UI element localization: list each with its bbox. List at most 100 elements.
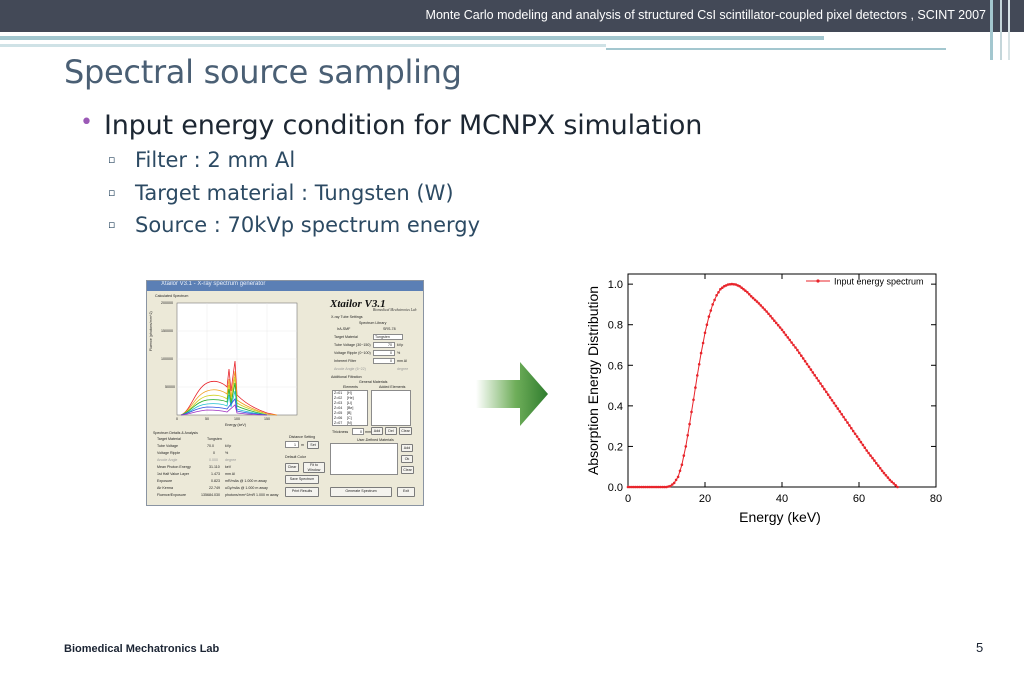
data-point [848, 424, 851, 427]
data-point [842, 415, 845, 419]
data-point [709, 309, 713, 312]
x-axis-label: Energy (keV) [739, 509, 821, 525]
data-point [875, 461, 878, 465]
data-point [674, 478, 678, 482]
data-point [644, 485, 647, 489]
inherent-filter-input[interactable]: 0 [373, 358, 395, 364]
data-point [692, 398, 695, 402]
radio-irasmf[interactable]: IrA-SMF [337, 327, 351, 331]
set-distance-button[interactable]: Set [307, 441, 319, 449]
element-symbol: [N] [347, 421, 352, 425]
data-point [757, 302, 761, 305]
plot-x-tick: 150 [264, 417, 270, 421]
detail-label: Target Material [157, 437, 181, 441]
added-elements-list[interactable] [371, 390, 411, 426]
data-point [774, 321, 778, 325]
add-element-button[interactable]: Add [371, 427, 383, 435]
data-point [634, 485, 637, 489]
data-point [738, 284, 741, 288]
voltage-input[interactable]: 70 [373, 342, 395, 348]
exit-button[interactable]: Exit [397, 487, 415, 497]
data-point [649, 485, 653, 489]
data-point [688, 422, 691, 426]
data-point [815, 376, 818, 380]
print-results-button[interactable]: Print Results [285, 487, 319, 497]
data-point [676, 475, 680, 479]
distance-input[interactable]: 1 [285, 441, 299, 448]
header-strip-right [606, 48, 946, 50]
detail-unit: degree [225, 458, 237, 462]
legend-marker [816, 279, 820, 283]
user-ok-button[interactable]: Ok [401, 455, 413, 463]
element-item[interactable]: Z=01 [334, 391, 343, 395]
sub-bullet-marker-icon: ▫ [108, 218, 116, 231]
header-text: Monte Carlo modeling and analysis of str… [425, 8, 986, 22]
data-point [642, 485, 645, 489]
element-item[interactable]: Z=03 [334, 401, 343, 405]
detail-unit: keV [225, 465, 232, 469]
main-bullet-text: Input energy condition for MCNPX simulat… [104, 110, 703, 141]
data-point [828, 396, 832, 399]
data-point [730, 282, 734, 286]
element-item[interactable]: Z=06 [334, 416, 343, 420]
detail-label: Tube Voltage [157, 444, 179, 448]
y-tick-label: 0.0 [608, 482, 623, 494]
data-point [659, 485, 662, 489]
detail-unit: kVp [225, 444, 232, 448]
data-point [638, 485, 641, 489]
target-select[interactable]: Tungsten [373, 334, 403, 340]
element-item[interactable]: Z=07 [334, 421, 343, 425]
detail-label: Mean Photon Energy [157, 465, 191, 469]
user-clear-button[interactable]: Clear [401, 466, 414, 474]
target-label: Target Material [334, 335, 358, 339]
element-symbol: [C] [347, 416, 352, 420]
data-point [846, 421, 849, 424]
save-spectrum-button[interactable]: Save Spectrum [285, 475, 319, 484]
header-strip-deco-3 [1008, 0, 1010, 60]
data-point [792, 343, 795, 347]
generate-spectrum-button[interactable]: Generate Spectrum [330, 487, 392, 497]
clear-elements-button[interactable]: Clear [399, 427, 412, 435]
added-elements-label: Added Elements [379, 385, 406, 389]
data-point [780, 328, 784, 332]
data-point [794, 346, 797, 349]
radio-srs78[interactable]: SRS-78 [383, 327, 396, 331]
data-point [863, 446, 867, 449]
detail-label: 1st Half Value Layer [157, 472, 190, 476]
element-item[interactable]: Z=04 [334, 406, 343, 410]
data-point [890, 480, 893, 483]
data-point [640, 485, 643, 489]
fit-window-button[interactable]: Fit to Window [303, 462, 325, 473]
data-point [732, 283, 736, 286]
data-point [861, 443, 865, 447]
element-item[interactable]: Z=05 [334, 411, 343, 415]
y-tick-label: 0.8 [608, 320, 623, 332]
data-point [759, 304, 763, 307]
data-point [697, 363, 701, 366]
data-point [786, 336, 790, 339]
data-point [630, 485, 634, 489]
user-defined-label: User-Defined Materials [357, 438, 394, 442]
element-item[interactable]: Z=02 [334, 396, 343, 400]
header-strip-light [0, 44, 606, 47]
inherent-filter-unit: mm Al [397, 359, 407, 363]
user-defined-list[interactable] [330, 443, 398, 475]
data-point [867, 451, 870, 455]
data-point [825, 390, 828, 394]
data-point [751, 296, 755, 300]
ripple-input[interactable]: 0 [373, 350, 395, 356]
window-title: Xtailor V3.1 - X-ray spectrum generator [161, 281, 266, 287]
data-point [669, 484, 672, 488]
elements-list[interactable]: Z=01 Z=02 Z=03 Z=04 Z=05 Z=06 Z=07 [H] [… [332, 390, 368, 426]
data-point [817, 379, 820, 383]
user-add-button[interactable]: Add [401, 444, 413, 452]
header-bar: Monte Carlo modeling and analysis of str… [0, 0, 1024, 32]
detail-value: 0.000 [209, 458, 218, 462]
detail-value: 22.749 [209, 486, 220, 490]
data-point [749, 295, 753, 298]
plot-clear-button[interactable]: Clear [285, 463, 299, 472]
delete-element-button[interactable]: Del [385, 427, 397, 435]
default-color-checkbox[interactable]: Default Color [285, 455, 306, 459]
data-point [840, 412, 843, 416]
thickness-input[interactable]: 0 [352, 428, 364, 435]
